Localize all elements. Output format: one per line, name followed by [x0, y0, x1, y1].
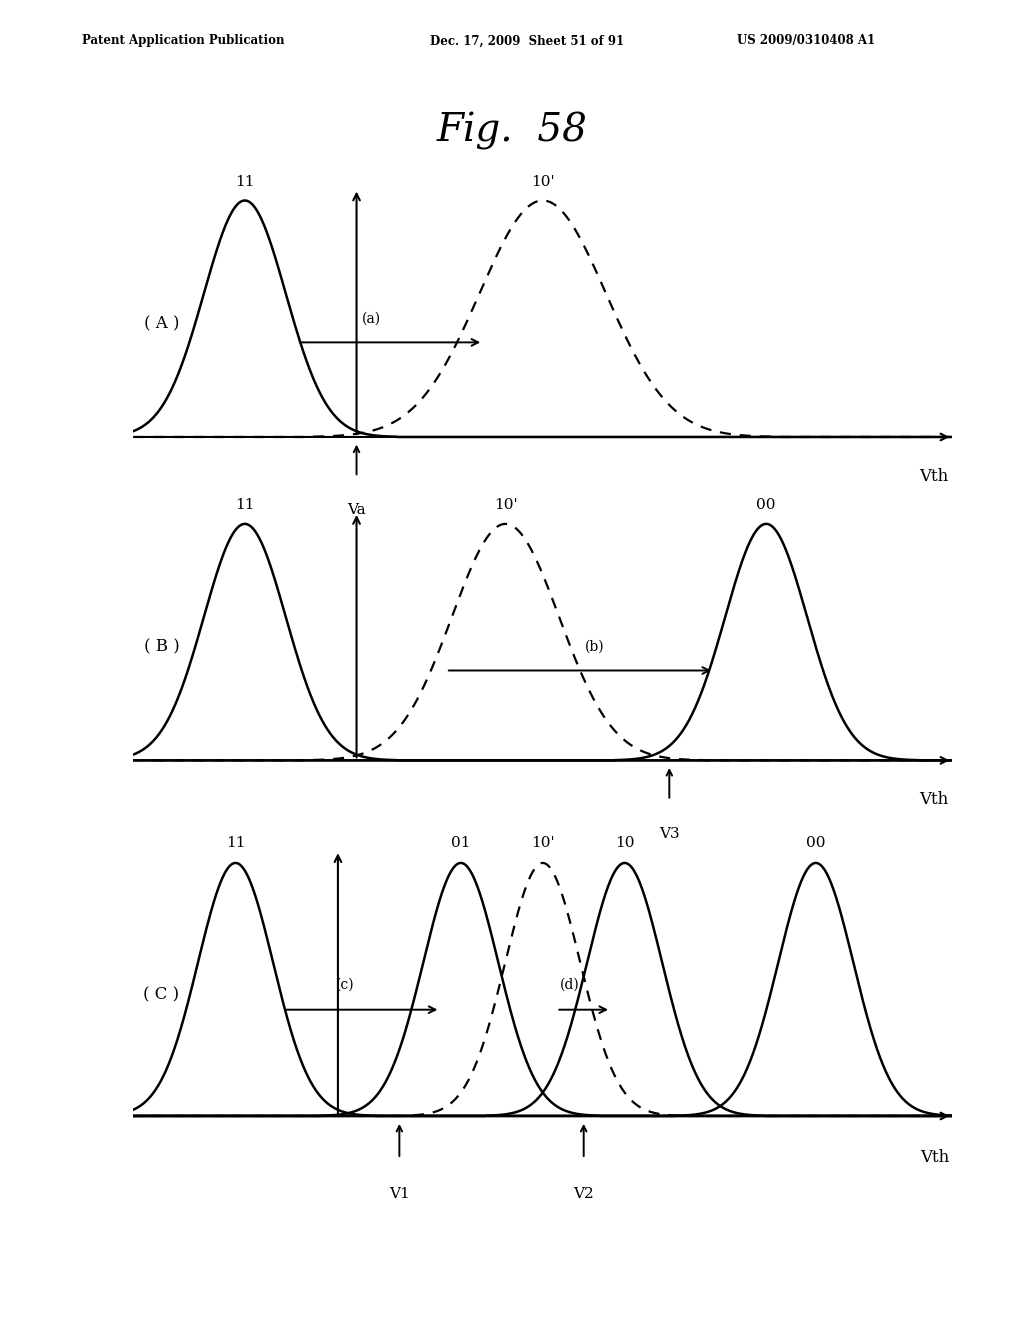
Text: Vth: Vth [920, 1148, 949, 1166]
Text: Patent Application Publication: Patent Application Publication [82, 34, 285, 48]
Text: 00: 00 [806, 837, 825, 850]
Text: ( A ): ( A ) [144, 315, 180, 331]
Text: (b): (b) [585, 640, 604, 653]
Text: Vth: Vth [920, 467, 948, 484]
Text: V3: V3 [659, 826, 680, 841]
Text: (c): (c) [336, 978, 354, 993]
Text: Dec. 17, 2009  Sheet 51 of 91: Dec. 17, 2009 Sheet 51 of 91 [430, 34, 625, 48]
Text: 10: 10 [614, 837, 635, 850]
Text: Va: Va [347, 503, 366, 517]
Text: 10': 10' [530, 174, 555, 189]
Text: 10': 10' [494, 498, 517, 512]
Text: (d): (d) [560, 978, 580, 993]
Text: 00: 00 [757, 498, 776, 512]
Text: (a): (a) [361, 312, 381, 326]
Text: 11: 11 [236, 174, 255, 189]
Text: Fig.  58: Fig. 58 [436, 112, 588, 150]
Text: Vth: Vth [920, 791, 948, 808]
Text: 11: 11 [236, 498, 255, 512]
Text: 01: 01 [451, 837, 471, 850]
Text: V1: V1 [389, 1187, 410, 1201]
Text: ( C ): ( C ) [143, 986, 179, 1003]
Text: V2: V2 [573, 1187, 594, 1201]
Text: ( B ): ( B ) [144, 639, 180, 655]
Text: US 2009/0310408 A1: US 2009/0310408 A1 [737, 34, 876, 48]
Text: 11: 11 [225, 837, 246, 850]
Text: 10': 10' [530, 837, 555, 850]
